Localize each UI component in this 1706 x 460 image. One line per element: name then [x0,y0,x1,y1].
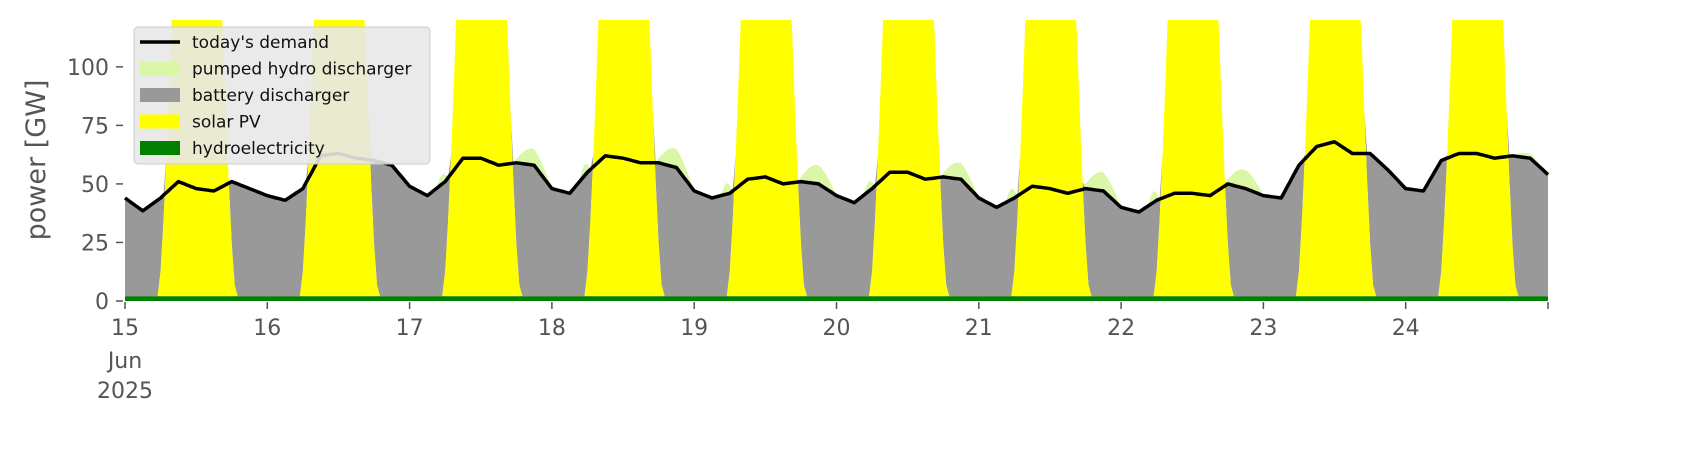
y-tick-label: 50 [81,173,109,198]
y-tick-label: 75 [81,114,109,139]
stacked-areas [125,20,1548,301]
area-battery-discharger [125,20,1548,297]
y-tick-label: 0 [95,290,109,315]
legend-swatch-battery-discharger [140,88,180,102]
legend-label-pumped-hydro-discharger: pumped hydro discharger [192,60,411,80]
x-tick-year: 2025 [97,379,153,404]
x-tick-label: 21 [965,316,993,341]
legend-label-hydroelectricity: hydroelectricity [192,139,325,159]
x-tick-label: 19 [680,316,708,341]
legend-swatch-solar-pv [140,114,180,129]
legend-box [133,26,431,165]
legend-label-battery-discharger: battery discharger [192,86,349,106]
legend: today's demand pumped hydro discharger bat… [133,26,431,165]
area-solar-pv [125,20,1548,297]
x-tick-label: 17 [396,316,424,341]
x-tick-label: 24 [1392,316,1420,341]
legend-swatch-hydroelectricity [140,141,180,155]
x-tick-label: 15 [111,316,139,341]
y-tick-label: 25 [81,231,109,256]
legend-swatch-pumped-hydro-discharger [140,61,180,76]
x-tick-label: 22 [1107,316,1135,341]
x-tick-label: 23 [1249,316,1277,341]
legend-label-solar-pv: solar PV [192,113,261,133]
x-tick-month: Jun [106,349,142,374]
stack-group [125,20,1548,301]
area-hydroelectricity [125,296,1548,301]
axes: 0 25 50 75 100 15 Jun 2025 16 17 18 19 20 21 22 23 24 [67,56,1549,404]
x-tick-label: 16 [253,316,281,341]
y-tick-label: 100 [67,56,109,81]
y-axis-title: power [GW] [21,80,52,241]
x-tick-label: 18 [538,316,566,341]
x-tick-label: 20 [823,316,851,341]
legend-label-today-s-demand: today's demand [192,33,329,53]
